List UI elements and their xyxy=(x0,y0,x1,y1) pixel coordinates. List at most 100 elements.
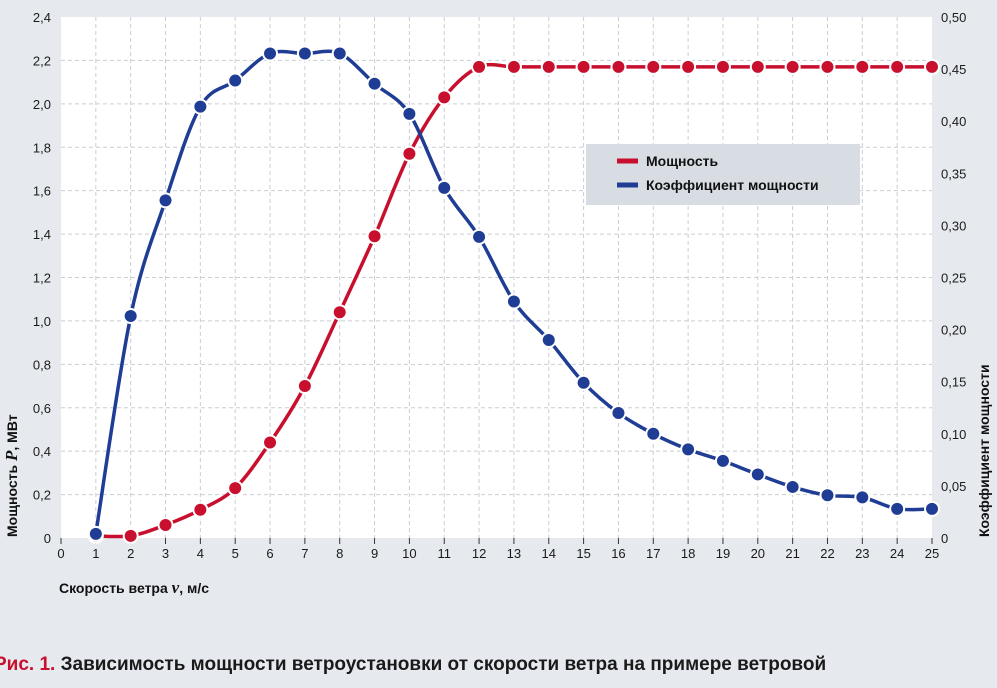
legend-box xyxy=(586,144,860,205)
data-point-power xyxy=(784,58,801,75)
y-tick-label: 0,6 xyxy=(33,401,51,416)
x-axis-ticks: 0 1 2 3 4 5 6 7 8 9 10 11 12 13 14 15 16 17 18 19 20 21 22 23 24… xyxy=(57,538,939,561)
legend-label-coefficient: Коэффициент мощности xyxy=(646,177,819,193)
data-point-coefficient xyxy=(854,489,871,506)
data-point-coefficient xyxy=(192,98,209,115)
y2-tick-label: 0,20 xyxy=(941,323,966,338)
data-point-power xyxy=(924,58,940,75)
y-tick-label: 1,8 xyxy=(33,140,51,155)
data-point-coefficient xyxy=(262,45,279,62)
data-point-coefficient xyxy=(924,500,940,517)
data-point-power xyxy=(401,145,418,162)
y2-tick-label: 0,40 xyxy=(941,114,966,129)
x-tick-label: 6 xyxy=(266,546,273,561)
y-tick-label: 1,6 xyxy=(33,184,51,199)
x-tick-label: 11 xyxy=(437,546,451,561)
data-point-coefficient xyxy=(157,192,174,209)
data-point-power xyxy=(714,58,731,75)
data-point-power xyxy=(610,58,627,75)
x-axis-title: Скорость ветра v, м/с xyxy=(59,578,209,597)
y-tick-label: 0 xyxy=(44,531,51,546)
x-tick-label: 24 xyxy=(890,546,904,561)
y2-tick-label: 0,30 xyxy=(941,218,966,233)
y-tick-label: 0,8 xyxy=(33,357,51,372)
data-point-coefficient xyxy=(471,228,488,245)
y2-tick-label: 0,50 xyxy=(941,10,966,25)
x-tick-label: 2 xyxy=(127,546,134,561)
grid xyxy=(61,17,932,538)
x-tick-label: 10 xyxy=(402,546,416,561)
x-tick-label: 5 xyxy=(232,546,239,561)
data-point-coefficient xyxy=(680,441,697,458)
data-point-power xyxy=(749,58,766,75)
data-point-power xyxy=(192,501,209,518)
data-point-power xyxy=(296,378,313,395)
y2-tick-label: 0,10 xyxy=(941,427,966,442)
data-point-power xyxy=(505,58,522,75)
x-tick-label: 19 xyxy=(716,546,730,561)
x-tick-label: 16 xyxy=(611,546,625,561)
data-point-coefficient xyxy=(401,105,418,122)
y2-tick-label: 0,35 xyxy=(941,166,966,181)
x-tick-label: 13 xyxy=(507,546,521,561)
data-point-power xyxy=(471,58,488,75)
x-tick-label: 1 xyxy=(92,546,99,561)
data-point-power xyxy=(819,58,836,75)
x-tick-label: 17 xyxy=(646,546,660,561)
y-tick-label: 1,2 xyxy=(33,271,51,286)
data-point-coefficient xyxy=(749,466,766,483)
y2-tick-label: 0,15 xyxy=(941,375,966,390)
y-tick-label: 2,4 xyxy=(33,10,51,25)
x-tick-label: 4 xyxy=(197,546,204,561)
x-tick-label: 25 xyxy=(925,546,939,561)
x-tick-label: 23 xyxy=(855,546,869,561)
data-point-power xyxy=(645,58,662,75)
data-point-power xyxy=(680,58,697,75)
y2-tick-label: 0,45 xyxy=(941,62,966,77)
x-tick-label: 3 xyxy=(162,546,169,561)
data-point-coefficient xyxy=(819,487,836,504)
data-point-coefficient xyxy=(505,293,522,310)
data-point-coefficient xyxy=(366,75,383,92)
data-point-power xyxy=(331,304,348,321)
y-tick-label: 1,4 xyxy=(33,227,51,242)
data-point-power xyxy=(854,58,871,75)
data-point-coefficient xyxy=(714,452,731,469)
data-point-power xyxy=(540,58,557,75)
data-point-power xyxy=(575,58,592,75)
x-tick-label: 15 xyxy=(576,546,590,561)
data-point-power xyxy=(366,228,383,245)
data-point-coefficient xyxy=(645,425,662,442)
data-point-coefficient xyxy=(889,500,906,517)
data-point-coefficient xyxy=(540,332,557,349)
x-tick-label: 7 xyxy=(301,546,308,561)
data-point-coefficient xyxy=(575,374,592,391)
data-point-coefficient xyxy=(122,308,139,325)
x-tick-label: 8 xyxy=(336,546,343,561)
x-tick-label: 21 xyxy=(785,546,799,561)
y2-tick-label: 0,25 xyxy=(941,271,966,286)
legend: Мощность Коэффициент мощности xyxy=(586,144,860,205)
x-tick-label: 0 xyxy=(57,546,64,561)
y2-axis-ticks: 0 0,05 0,10 0,15 0,20 0,25 0,30 0,35 0,40 0,45 0,5… xyxy=(941,10,966,546)
data-point-coefficient xyxy=(331,45,348,62)
y2-tick-label: 0,05 xyxy=(941,479,966,494)
x-tick-label: 22 xyxy=(820,546,834,561)
y-tick-label: 0,4 xyxy=(33,444,51,459)
data-point-coefficient xyxy=(227,72,244,89)
legend-label-power: Мощность xyxy=(646,153,718,169)
data-point-power xyxy=(227,480,244,497)
y-tick-label: 2,0 xyxy=(33,97,51,112)
figure-number: Рис. 1. xyxy=(0,654,56,675)
data-point-power xyxy=(262,434,279,451)
y-axis-title: Мощность P, МВт xyxy=(2,414,21,537)
data-point-power xyxy=(122,527,139,544)
data-point-power xyxy=(436,89,453,106)
y-tick-label: 0,2 xyxy=(33,488,51,503)
data-point-power xyxy=(889,58,906,75)
data-point-coefficient xyxy=(436,179,453,196)
x-tick-label: 14 xyxy=(542,546,556,561)
figure-caption: Рис. 1. Зависимость мощности ветроустано… xyxy=(0,654,997,676)
y2-tick-label: 0 xyxy=(941,531,948,546)
